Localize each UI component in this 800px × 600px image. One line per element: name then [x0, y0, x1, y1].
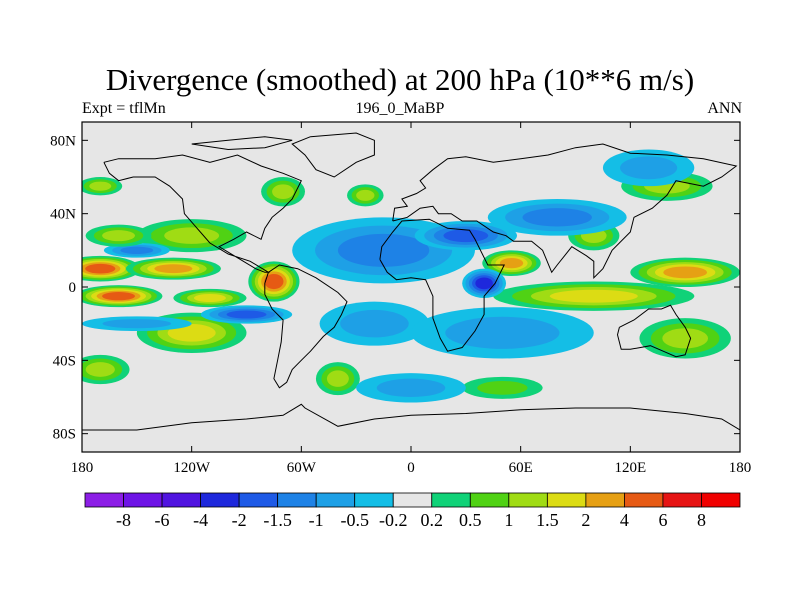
contour-blob-7-2	[85, 362, 115, 377]
y-axis: 80N 40N 0 40S 80S	[50, 133, 740, 443]
colorbar-label-14: 6	[658, 510, 667, 530]
coastline	[82, 132, 740, 431]
colorbar-label-12: 2	[581, 510, 590, 530]
contour-blob-30-2	[102, 230, 136, 242]
contour-blob-19-2	[337, 233, 430, 267]
contour-blob-23-2	[522, 208, 592, 227]
contour-blob-20-3	[226, 310, 267, 319]
x-tick-label-5: 120E	[614, 460, 646, 476]
colorbar-label-8: 0.2	[421, 510, 444, 530]
colorbar-box-10	[469, 492, 510, 508]
y-tick-label-0: 80N	[50, 133, 76, 149]
contour-blob-18-2	[326, 370, 349, 387]
contour-blob-4-5	[264, 273, 284, 290]
coastline-path-4	[392, 143, 738, 280]
colorbar-box-4	[238, 492, 279, 508]
colorbar-box-15	[662, 492, 702, 508]
contour-blob-15-2	[662, 328, 709, 349]
contour-blob-29-1	[102, 319, 172, 329]
x-axis: 180 120W 60W 0 60E 120E 180	[71, 122, 752, 476]
colorbar-label-6: -0.5	[340, 510, 369, 530]
contour-blob-13-4	[663, 266, 708, 279]
colorbar-box-13	[585, 492, 625, 508]
coastline-path-6	[82, 403, 740, 431]
colorbar-box-8	[392, 492, 433, 508]
colorbar-box-0	[84, 492, 124, 508]
y-tick-label-1: 40N	[50, 207, 76, 223]
colorbar-label-13: 4	[620, 510, 629, 530]
contour-blob-24-4	[475, 277, 493, 290]
colorbar-label-0: -8	[116, 510, 131, 530]
contour-blob-0-5	[85, 263, 116, 274]
coastline-path-1	[291, 132, 375, 178]
subtitle-right: ANN	[707, 100, 742, 117]
colorbar-label-7: -0.2	[379, 510, 408, 530]
coastline-path-0	[103, 154, 302, 273]
contour-blob-5-2	[164, 227, 220, 244]
x-tick-label-2: 60W	[287, 460, 317, 476]
colorbar-label-4: -1.5	[263, 510, 292, 530]
contour-blob-9-2	[272, 184, 295, 200]
coastline-path-5	[616, 304, 692, 358]
colorbar-box-16	[701, 492, 741, 508]
y-tick-label-3: 40S	[53, 353, 76, 369]
colorbar-box-12	[546, 492, 587, 508]
chart-title: Divergence (smoothed) at 200 hPa (10**6 …	[105, 62, 695, 97]
colorbar: -8 -6 -4 -2 -1.5 -1 -0.5 -0.2 0.2 0.5 1 1.5 2 4 6 8	[84, 492, 741, 530]
colorbar-box-7	[354, 492, 394, 508]
divergence-field	[82, 149, 740, 403]
colorbar-box-11	[508, 492, 548, 508]
contour-blob-25-1	[340, 309, 409, 338]
colorbar-label-11: 1.5	[536, 510, 559, 530]
contour-blob-2-5	[102, 292, 136, 301]
x-tick-label-3: 0	[407, 460, 415, 476]
subtitle-center: 196_0_MaBP	[355, 100, 445, 117]
x-tick-label-0: 180	[71, 460, 94, 476]
colorbar-box-6	[315, 492, 356, 508]
colorbar-label-3: -2	[232, 510, 247, 530]
colorbar-label-9: 0.5	[459, 510, 482, 530]
x-tick-label-1: 120W	[173, 460, 211, 476]
contour-blob-26-1	[445, 316, 560, 349]
colorbar-box-2	[161, 492, 201, 508]
colorbar-box-14	[624, 492, 664, 508]
colorbar-label-15: 8	[697, 510, 706, 530]
contour-blob-1-4	[154, 264, 193, 274]
subtitle-left: Expt = tflMn	[82, 100, 166, 117]
contour-blob-11-4	[499, 258, 524, 269]
contour-blob-3-3	[193, 293, 226, 303]
colorbar-box-9	[431, 492, 471, 508]
colorbar-label-5: -1	[309, 510, 324, 530]
contour-blob-28-1	[376, 378, 446, 398]
colorbar-label-1: -6	[155, 510, 170, 530]
colorbar-box-3	[200, 492, 240, 508]
contour-blob-8-2	[89, 181, 112, 191]
colorbar-label-2: -4	[193, 510, 208, 530]
coastline-path-2	[264, 264, 348, 389]
contour-blob-14-3	[549, 289, 638, 303]
contour-blob-10-2	[356, 189, 375, 201]
contour-blob-22-3	[443, 229, 489, 243]
y-tick-label-2: 0	[69, 280, 77, 296]
contour-blob-27-1	[620, 156, 678, 180]
colorbar-box-1	[123, 492, 163, 508]
contour-blob-16-1	[477, 380, 528, 395]
contour-blob-21-2	[120, 246, 154, 254]
x-tick-label-6: 180	[729, 460, 752, 476]
colorbar-label-10: 1	[504, 510, 513, 530]
x-tick-label-4: 60E	[509, 460, 533, 476]
y-tick-label-4: 80S	[53, 427, 76, 443]
coastline-path-3	[379, 218, 506, 352]
contour-blob-6-3	[167, 324, 216, 342]
colorbar-box-5	[277, 492, 317, 508]
coastline-path-7	[191, 136, 293, 151]
